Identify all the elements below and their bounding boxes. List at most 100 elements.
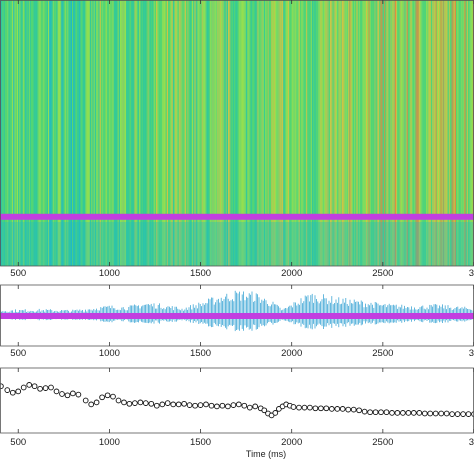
- spectrogram-column: [133, 0, 135, 266]
- spectrogram-column: [315, 0, 317, 266]
- spectrogram-column: [441, 0, 443, 266]
- spectrogram-column: [204, 0, 206, 266]
- pitch-point: [93, 399, 100, 406]
- pitch-point: [59, 391, 65, 397]
- spectrogram-column: [115, 0, 117, 266]
- spectrogram-column: [24, 0, 26, 266]
- spectrogram-column: [237, 0, 239, 266]
- spectrogram-column: [304, 0, 307, 266]
- spectrogram-column: [121, 0, 123, 266]
- pitch-point: [290, 404, 297, 410]
- spectrogram-column: [148, 0, 151, 266]
- spectrogram-column: [43, 0, 45, 266]
- spectrogram-column: [211, 0, 213, 266]
- spectrogram-column: [232, 0, 235, 266]
- spectrogram-column: [378, 0, 380, 266]
- spectrogram-column: [97, 0, 99, 266]
- spectrogram-column: [290, 0, 292, 266]
- spectrogram-column: [283, 0, 285, 266]
- spectrogram-column: [56, 0, 58, 266]
- pitch-point: [142, 400, 149, 406]
- spectrogram-column: [20, 0, 22, 266]
- spectrogram-column: [300, 0, 302, 266]
- spectrogram-column: [297, 0, 299, 266]
- spectrogram-column: [154, 0, 157, 266]
- pitch-point: [312, 405, 319, 412]
- pitch-point: [208, 402, 215, 409]
- spectrogram-column: [198, 0, 200, 266]
- pitch-point: [53, 388, 60, 395]
- spectrogram-column: [228, 0, 230, 266]
- pitch-point: [170, 401, 177, 408]
- pitch-point: [99, 394, 105, 401]
- spectrogram-column: [352, 0, 355, 266]
- spectrogram-column: [192, 0, 194, 266]
- spectrogram-column: [172, 0, 175, 266]
- spectrogram-column: [33, 0, 35, 266]
- pitch-point: [296, 404, 302, 411]
- spectrogram-column: [39, 0, 41, 266]
- spectrogram-column: [57, 0, 59, 266]
- x-tick-label: 1000: [99, 437, 120, 448]
- spectrogram-column: [393, 0, 395, 266]
- spectrogram-column: [432, 0, 434, 266]
- spectrogram-column: [105, 0, 107, 266]
- pitch-point: [186, 402, 193, 408]
- spectrogram-column: [94, 0, 97, 266]
- pitch-point: [88, 401, 95, 408]
- spectrogram-column: [410, 0, 412, 266]
- spectrogram-column: [45, 0, 47, 266]
- spectrogram-column: [303, 0, 305, 266]
- spectrogram-column: [127, 0, 129, 266]
- x-tick-label: 30: [469, 348, 474, 359]
- spectrogram-column: [118, 0, 121, 266]
- pitch-point: [121, 399, 127, 406]
- spectrogram-column: [348, 0, 350, 266]
- spectrogram-column: [379, 0, 381, 266]
- spectrogram-column: [307, 0, 309, 266]
- spectrogram-column: [54, 0, 56, 266]
- spectrogram-column: [313, 0, 315, 266]
- spectrogram-column: [271, 0, 273, 266]
- spectrogram-column: [40, 0, 43, 266]
- spectrogram-column: [85, 0, 87, 266]
- spectrogram-column: [414, 0, 416, 266]
- spectrogram-column: [382, 0, 385, 266]
- x-tick-label: 2000: [281, 348, 302, 359]
- spectrogram-column: [187, 0, 189, 266]
- spectrogram-column: [409, 0, 411, 266]
- spectrogram-column: [279, 0, 281, 266]
- pitch-point: [339, 406, 346, 412]
- pitch-point: [443, 410, 450, 417]
- spectrogram-column: [64, 0, 67, 266]
- x-tick-label: 30: [469, 437, 474, 448]
- spectrogram-column: [171, 0, 173, 266]
- spectrogram-column: [189, 0, 191, 266]
- spectrogram-column: [277, 0, 279, 266]
- pitch-point: [460, 411, 466, 417]
- spectrogram-column: [234, 0, 236, 266]
- spectrogram-column: [51, 0, 53, 266]
- spectrogram-column: [258, 0, 260, 266]
- pitch-point: [9, 389, 16, 396]
- spectrogram-column: [15, 0, 17, 266]
- spectrogram-column: [363, 0, 365, 266]
- x-tick-label: 2000: [281, 268, 302, 279]
- spectrogram-column: [306, 0, 308, 266]
- spectrogram-column: [180, 0, 182, 266]
- spectrogram-column: [199, 0, 201, 266]
- spectrogram-column: [196, 0, 199, 266]
- spectrogram-column: [156, 0, 158, 266]
- x-tick-label: 2000: [281, 437, 302, 448]
- spectrogram-column: [390, 0, 392, 266]
- spectrogram-column: [12, 0, 14, 266]
- spectrogram-column: [295, 0, 297, 266]
- spectrogram-column: [266, 0, 268, 266]
- spectrogram-column: [405, 0, 407, 266]
- pitch-point: [350, 406, 357, 413]
- x-tick-label: 1000: [99, 268, 120, 279]
- spectrogram-column: [220, 0, 223, 266]
- spectrogram-column: [364, 0, 367, 266]
- spectrogram-column: [42, 0, 44, 266]
- spectrogram-x-axis: 500 1000 1500 2000 2500 30: [10, 0, 474, 279]
